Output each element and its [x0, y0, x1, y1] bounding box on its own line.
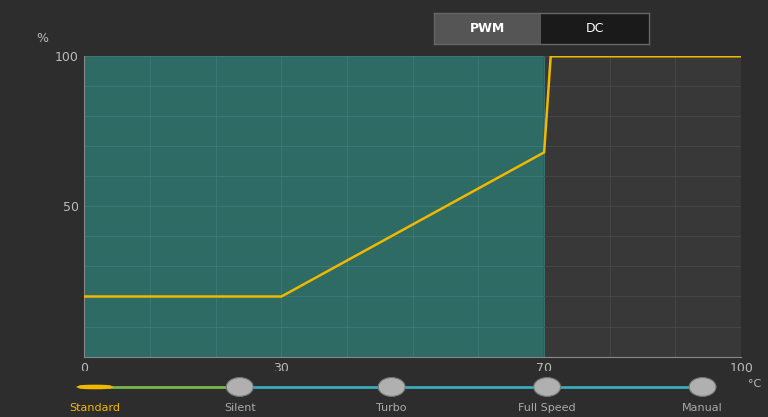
Text: Full Speed: Full Speed	[518, 403, 576, 413]
Bar	[544, 56, 741, 357]
Text: °C: °C	[748, 379, 761, 389]
Bar	[434, 13, 541, 44]
Ellipse shape	[227, 378, 253, 396]
Bar	[84, 56, 544, 357]
Text: PWM: PWM	[470, 22, 505, 35]
Ellipse shape	[534, 378, 561, 396]
Ellipse shape	[689, 378, 716, 396]
Circle shape	[79, 386, 111, 388]
Text: DC: DC	[586, 22, 604, 35]
Text: Standard: Standard	[69, 403, 121, 413]
Ellipse shape	[379, 378, 405, 396]
Text: Manual: Manual	[682, 403, 723, 413]
Text: Turbo: Turbo	[376, 403, 407, 413]
Text: Silent: Silent	[224, 403, 256, 413]
Text: %: %	[36, 32, 48, 45]
